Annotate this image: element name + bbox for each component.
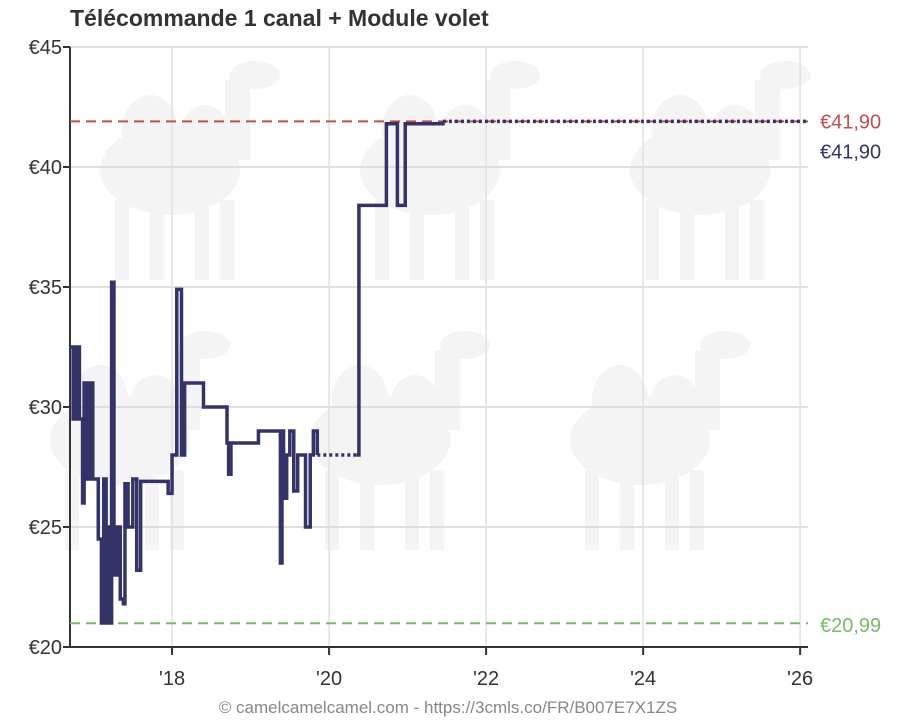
x-tick-label: '20 bbox=[316, 668, 342, 690]
current-price-label: €41,90 bbox=[820, 141, 881, 163]
price-series bbox=[70, 119, 808, 625]
y-tick-label: €20 bbox=[29, 637, 62, 659]
chart-footer: © camelcamelcamel.com - https://3cmls.co… bbox=[219, 698, 677, 717]
y-tick-label: €30 bbox=[29, 397, 62, 419]
camel-watermark bbox=[50, 61, 810, 550]
x-tick-label: '24 bbox=[630, 668, 656, 690]
highest-price-label: €41,90 bbox=[820, 111, 881, 133]
y-tick-label: €35 bbox=[29, 277, 62, 299]
chart-title: Télécommande 1 canal + Module volet bbox=[70, 5, 489, 31]
y-tick-label: €40 bbox=[29, 157, 62, 179]
x-tick-label: '22 bbox=[473, 668, 499, 690]
camel-silhouette-2 bbox=[630, 61, 810, 280]
price-labels: €41,90 €41,90 €20,99 bbox=[820, 111, 881, 637]
camel-silhouette-5 bbox=[570, 331, 750, 550]
y-axis-ticks: €45 €40 €35 €30 €25 €20 bbox=[29, 37, 70, 659]
x-tick-label: '26 bbox=[787, 668, 813, 690]
x-axis-ticks: '18 '20 '22 '24 '26 bbox=[159, 647, 813, 690]
camel-silhouette-4 bbox=[310, 331, 490, 550]
price-line-segment-0 bbox=[70, 280, 320, 625]
y-tick-label: €25 bbox=[29, 517, 62, 539]
price-line-segment-1 bbox=[356, 121, 445, 457]
x-tick-label: '18 bbox=[159, 668, 185, 690]
camel-silhouette-0 bbox=[100, 61, 280, 280]
lowest-price-label: €20,99 bbox=[820, 615, 881, 637]
y-tick-label: €45 bbox=[29, 37, 62, 59]
